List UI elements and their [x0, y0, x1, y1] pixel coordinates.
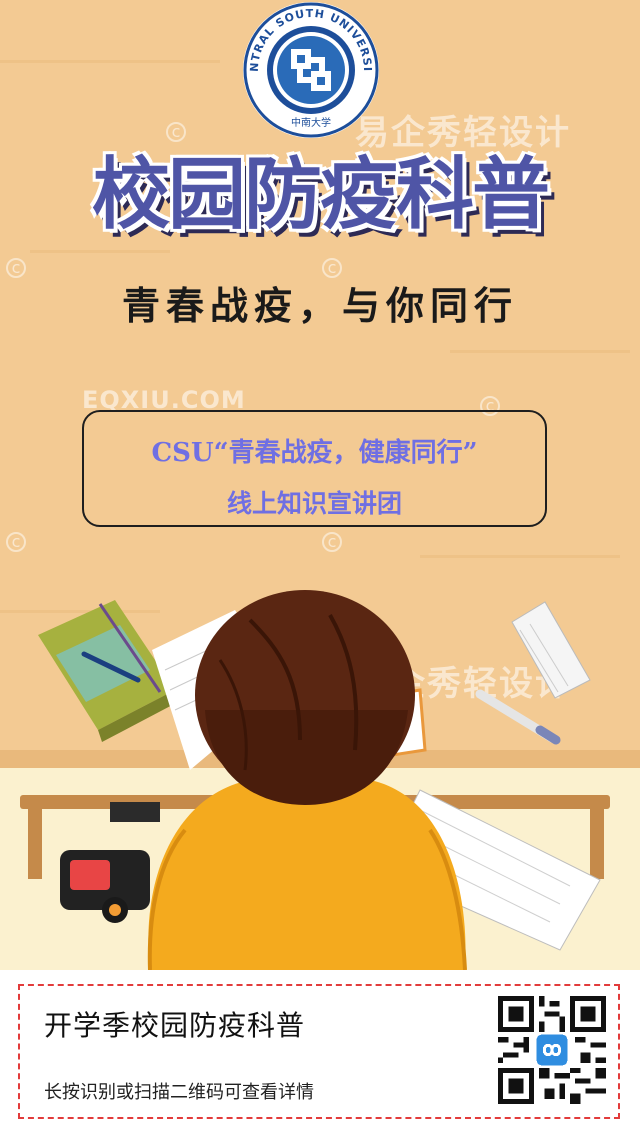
watermark-c-icon: c	[322, 532, 342, 552]
info-box: CSU“青春战疫，健康同行” 线上知识宣讲团	[82, 410, 547, 527]
info-line-2: 线上知识宣讲团	[226, 489, 402, 518]
watermark-c-icon: c	[322, 258, 342, 278]
footer-description: 长按识别或扫描二维码可查看详情	[44, 1082, 314, 1103]
wood-grain	[450, 350, 630, 353]
notepad-icon	[475, 601, 591, 745]
page-subtitle: 青春战疫，与你同行	[121, 283, 518, 328]
watermark-cn: 易企秀轻设计	[355, 113, 571, 153]
qr-code-icon[interactable]	[498, 996, 606, 1104]
watermark-c-icon: c	[6, 532, 26, 552]
student-figure	[147, 590, 467, 970]
watermark-c-icon: c	[166, 122, 186, 142]
info-line-1: CSU“青春战疫，健康同行”	[151, 438, 478, 468]
footer: 开学季校园防疫科普 长按识别或扫描二维码可查看详情	[0, 970, 640, 1132]
toy-car-icon	[60, 850, 150, 923]
footer-title: 开学季校园防疫科普	[44, 1009, 306, 1042]
page-title: 校园防疫科普	[91, 150, 550, 240]
footer-card[interactable]: 开学季校园防疫科普 长按识别或扫描二维码可查看详情	[18, 984, 620, 1119]
wood-grain	[30, 250, 170, 253]
watermark-c-icon: c	[6, 258, 26, 278]
student-illustration	[0, 590, 640, 970]
university-logo-icon: CENTRAL SOUTH UNIVERSITY 中南大学	[236, 0, 379, 138]
badge-cn-text: 中南大学	[291, 116, 331, 129]
wood-grain	[420, 555, 620, 558]
green-book-icon	[38, 600, 178, 742]
poster: CENTRAL SOUTH UNIVERSITY 中南大学 易企秀轻设计 EQX…	[0, 0, 640, 970]
watermark-en: EQXIU.COM	[82, 386, 246, 414]
wood-grain	[0, 610, 160, 613]
watermark-c-icon: c	[480, 396, 500, 416]
wood-grain	[0, 60, 220, 63]
